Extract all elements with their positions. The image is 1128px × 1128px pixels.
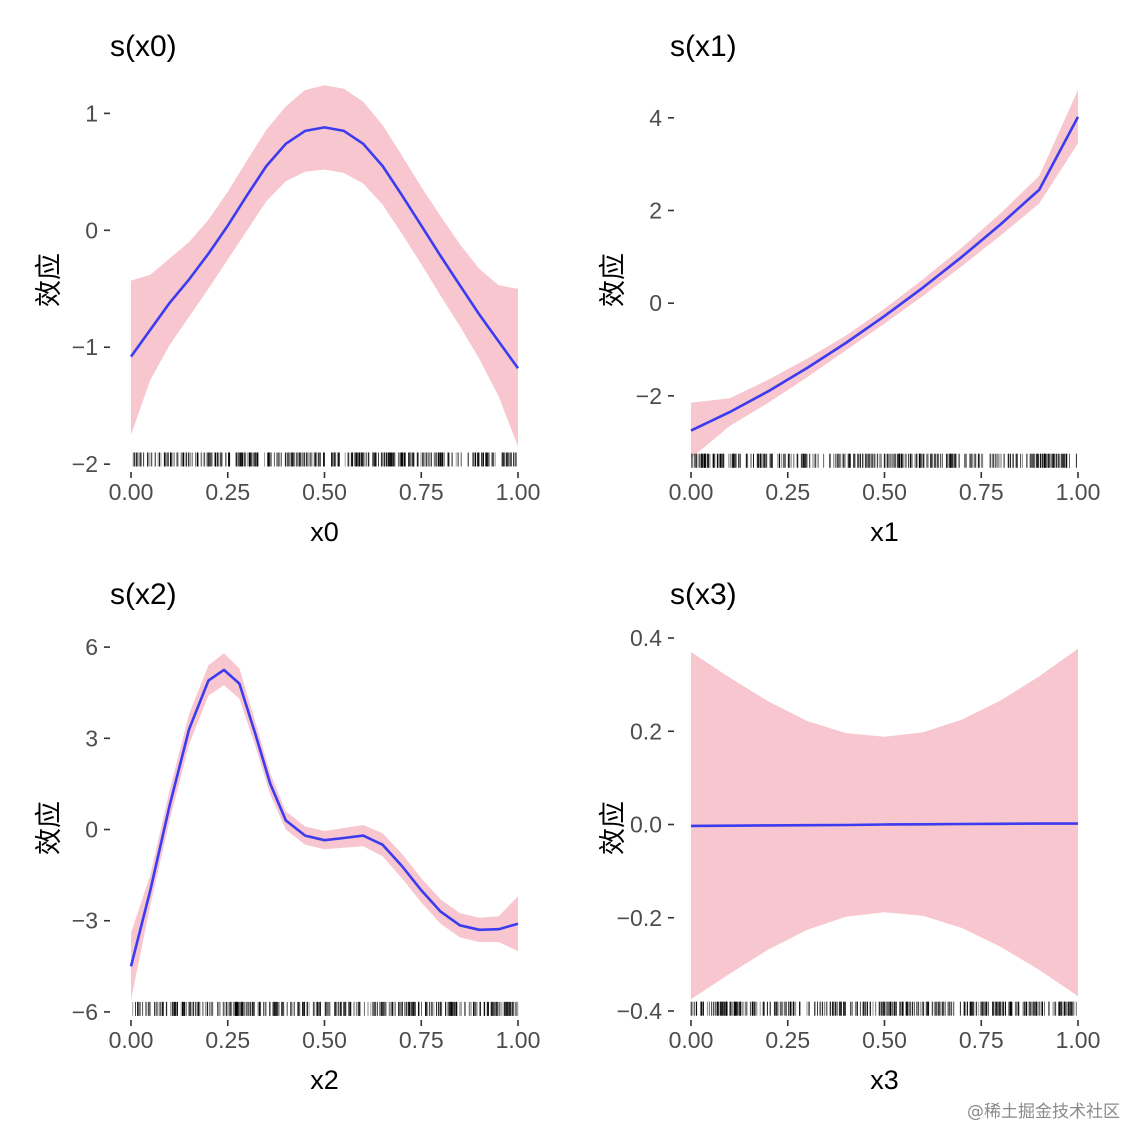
panel-s-x3: s(x3) −0.4 −0.2 0.0 0.2 0.4 0.00 0.25 0.50 0.75 1… <box>564 552 1128 1104</box>
y-tick-label: −0.2 <box>617 905 662 931</box>
x-tick-label: 0.50 <box>862 1027 907 1053</box>
x-tick-label: 1.00 <box>1056 1027 1101 1053</box>
rug <box>132 1001 519 1016</box>
panel-title: s(x0) <box>110 30 177 63</box>
y-tick-label: 4 <box>649 105 662 131</box>
y-axis-title: 效应 <box>598 801 629 855</box>
y-tick-label: −0.4 <box>617 998 663 1024</box>
rug <box>132 452 517 467</box>
x-tick-label: 0.00 <box>109 479 154 505</box>
x-tick-label: 0.00 <box>669 479 714 505</box>
x-tick-label: 0.75 <box>399 1027 444 1053</box>
y-tick-label: −2 <box>636 383 662 409</box>
y-tick-label: 2 <box>649 197 662 223</box>
x-tick-label: 1.00 <box>496 479 541 505</box>
y-tick-label: 0 <box>85 817 98 843</box>
y-tick-label: 0 <box>649 290 662 316</box>
y-tick-label: 6 <box>85 634 98 660</box>
confidence-band <box>691 90 1078 459</box>
plot-svg: −2 0 2 4 0.00 0.25 0.50 0.75 1.00 x1 效应 <box>598 90 1101 547</box>
panel-s-x2: s(x2) −6 −3 0 3 6 0.00 0.25 0.50 0.75 1.00 x2 效应 <box>0 552 564 1104</box>
panel-s-x1: s(x1) −2 0 2 4 0.00 0.25 0.50 0.75 1.00 x1 效应 <box>564 0 1128 552</box>
x-tick-label: 0.50 <box>302 479 347 505</box>
x-axis-title: x3 <box>870 1065 899 1095</box>
x-tick-label: 0.75 <box>399 479 444 505</box>
y-tick-label: 1 <box>85 100 98 126</box>
smooth-line <box>129 668 519 967</box>
y-tick-label: 0.0 <box>630 812 662 838</box>
y-tick-label: 0 <box>85 217 98 243</box>
x-axis-title: x1 <box>870 517 899 547</box>
x-axis-title: x2 <box>310 1065 339 1095</box>
smooth-line <box>129 126 520 370</box>
panel-title: s(x3) <box>670 578 737 611</box>
y-tick-label: 0.4 <box>630 625 662 651</box>
y-tick-label: −1 <box>72 334 98 360</box>
x-tick-label: 1.00 <box>1056 479 1101 505</box>
x-tick-label: 0.00 <box>669 1027 714 1053</box>
panel-title: s(x1) <box>670 30 737 63</box>
plot-svg: −6 −3 0 3 6 0.00 0.25 0.50 0.75 1.00 x2 效应 <box>34 634 541 1095</box>
x-tick-label: 0.75 <box>959 1027 1004 1053</box>
x-tick-label: 0.25 <box>765 1027 810 1053</box>
plot-svg: −2 −1 0 1 0.00 0.25 0.50 0.75 1.00 x0 效应 <box>34 85 541 547</box>
smooth-line <box>690 116 1080 432</box>
x-tick-label: 0.50 <box>862 479 907 505</box>
x-tick-label: 0.00 <box>109 1027 154 1053</box>
x-tick-label: 0.75 <box>959 479 1004 505</box>
x-tick-label: 0.25 <box>205 479 250 505</box>
x-tick-label: 0.50 <box>302 1027 347 1053</box>
confidence-band <box>131 85 518 447</box>
x-axis-title: x0 <box>310 517 339 547</box>
y-axis-title: 效应 <box>34 253 65 307</box>
plot-svg: −0.4 −0.2 0.0 0.2 0.4 0.00 0.25 0.50 0.75 1.00 x3 效… <box>598 625 1101 1095</box>
y-tick-label: −3 <box>72 908 98 934</box>
y-tick-label: 3 <box>85 725 98 751</box>
smooth-line <box>690 822 1078 828</box>
x-tick-label: 1.00 <box>496 1027 541 1053</box>
y-tick-label: 0.2 <box>630 718 662 744</box>
panel-title: s(x2) <box>110 578 177 611</box>
y-tick-label: −2 <box>72 451 98 477</box>
rug <box>690 1001 1077 1016</box>
confidence-band <box>131 653 518 1000</box>
panel-s-x0: s(x0) −2 −1 0 1 0.00 0.25 0.50 0.75 1.00 x0 效应 <box>0 0 564 552</box>
rug <box>691 453 1077 468</box>
y-axis-title: 效应 <box>598 253 629 307</box>
x-tick-label: 0.25 <box>765 479 810 505</box>
watermark: @稀土掘金技术社区 <box>967 1102 1120 1122</box>
x-tick-label: 0.25 <box>205 1027 250 1053</box>
y-axis-title: 效应 <box>34 801 65 855</box>
y-tick-label: −6 <box>72 999 98 1025</box>
